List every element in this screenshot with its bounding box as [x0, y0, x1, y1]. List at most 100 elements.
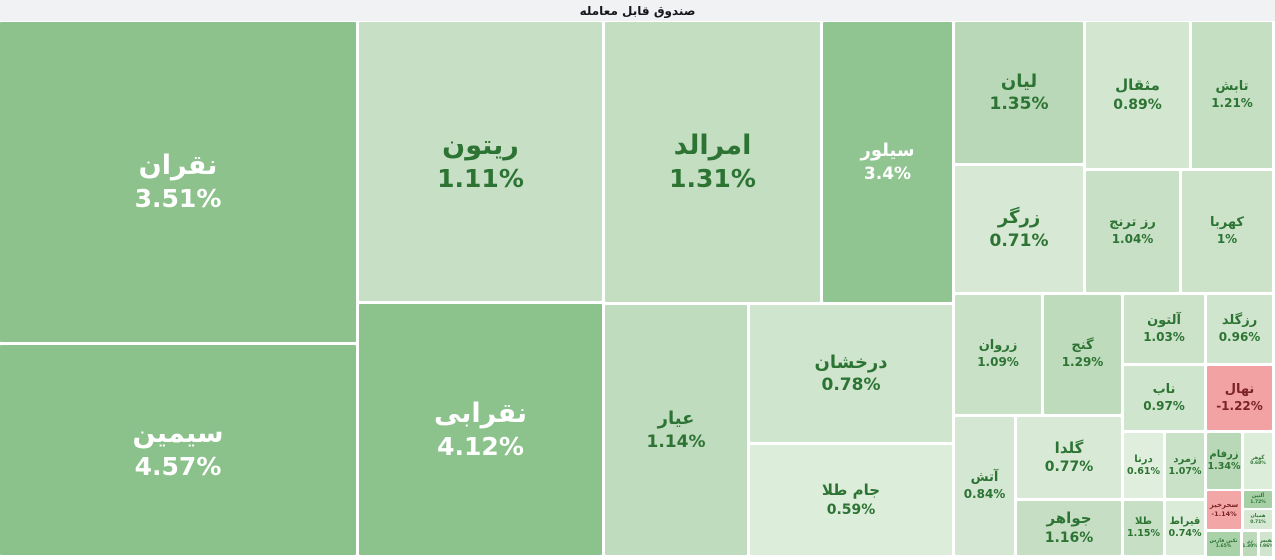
treemap-tile[interactable]: ناب 0.97% [1124, 366, 1204, 430]
fund-name: درنا [1134, 453, 1153, 465]
treemap-tile[interactable]: قیراط 0.74% [1166, 501, 1204, 555]
fund-name: امرالد [673, 130, 752, 162]
treemap-tile[interactable]: آتش 0.84% [955, 417, 1014, 555]
fund-change-percent: 1.07% [1168, 465, 1202, 477]
treemap-tile[interactable]: زمرد 1.07% [1166, 433, 1204, 498]
fund-change-percent: 0.61% [1127, 465, 1160, 477]
fund-name: زروان [978, 338, 1018, 354]
fund-change-percent: 1% [1216, 232, 1238, 247]
treemap-tile[interactable]: مثقال 0.89% [1086, 22, 1189, 168]
treemap-tile[interactable]: زر 1.30% [1243, 532, 1257, 556]
fund-change-percent: 0.84% [963, 486, 1006, 501]
treemap-tile[interactable]: نهال -1.22% [1207, 366, 1272, 430]
fund-change-percent: 0.68% [1250, 461, 1266, 467]
fund-name: زر [1247, 537, 1253, 544]
fund-name: آلتون [1147, 312, 1181, 328]
fund-name: مثقال [1115, 76, 1160, 95]
treemap-tile[interactable]: سیلور 3.4% [823, 22, 952, 302]
fund-change-percent: 3.51% [134, 184, 222, 214]
treemap-tile[interactable]: زرگر 0.71% [955, 166, 1083, 292]
treemap-header: صندوق قابل معامله [0, 0, 1275, 21]
fund-change-percent: 1.34% [1207, 461, 1241, 473]
treemap-tile[interactable]: طلا 1.15% [1124, 501, 1163, 555]
fund-change-percent: 1.14% [646, 431, 706, 452]
fund-name: زمرد [1173, 453, 1197, 465]
fund-name: گلدا [1054, 438, 1084, 457]
fund-name: ریتون [442, 129, 519, 161]
fund-change-percent: 0.97% [1143, 398, 1185, 413]
treemap-tile[interactable]: ریتون 1.11% [359, 22, 602, 301]
fund-name: جواهر [1046, 509, 1092, 528]
fund-change-percent: -1.22% [1216, 398, 1263, 413]
fund-change-percent: 1.65% [1215, 544, 1232, 550]
treemap-tile[interactable]: نقرابی 4.12% [359, 304, 602, 555]
fund-name: ناب [1152, 381, 1176, 397]
fund-name: آتش [970, 469, 999, 485]
fund-name: زرگر [997, 207, 1041, 229]
treemap-tile[interactable]: جام طلا 0.59% [750, 445, 952, 555]
fund-name: آلتین [1251, 493, 1265, 500]
treemap-tile[interactable]: درنا 0.61% [1124, 433, 1163, 498]
treemap-tile[interactable]: امرالد 1.31% [605, 22, 820, 302]
fund-name: کهربا [1210, 215, 1244, 231]
fund-change-percent: 3.4% [863, 163, 912, 184]
treemap-tile[interactable]: لیان 1.35% [955, 22, 1083, 163]
fund-name: همیان [1250, 513, 1266, 520]
fund-name: سیمین [132, 418, 224, 450]
treemap-tile[interactable]: گنج 1.29% [1044, 295, 1121, 414]
fund-name: نقرابی [433, 397, 528, 429]
fund-name: عیار [657, 408, 695, 430]
treemap-tile[interactable]: رز ترنج 1.04% [1086, 171, 1179, 292]
fund-change-percent: 4.12% [437, 431, 524, 461]
fund-name: تابش [1215, 78, 1249, 94]
treemap-tile[interactable]: گلدا 0.77% [1017, 417, 1121, 498]
treemap-tile[interactable]: نقران 3.51% [0, 22, 356, 342]
fund-name: نفیس [1260, 537, 1272, 544]
page-title: صندوق قابل معامله [579, 3, 696, 18]
fund-change-percent: 1.04% [1111, 232, 1154, 247]
treemap-tile[interactable]: تکین فارس 1.65% [1207, 532, 1240, 556]
fund-change-percent: 1.72% [1250, 499, 1266, 505]
treemap-tile[interactable]: درخشان 0.78% [750, 305, 952, 442]
treemap-tile[interactable]: سیمین 4.57% [0, 345, 356, 555]
fund-name: گنج [1071, 338, 1094, 354]
treemap-tile[interactable]: رزگلد 0.96% [1207, 295, 1272, 363]
fund-change-percent: 1.03% [1143, 329, 1185, 344]
fund-change-percent: 0.71% [1250, 519, 1266, 525]
fund-name: لیان [1000, 70, 1038, 92]
fund-name: قیراط [1169, 516, 1201, 528]
fund-change-percent: 1.30% [1243, 544, 1257, 550]
treemap-tile[interactable]: جواهر 1.16% [1017, 501, 1121, 555]
treemap-tile[interactable]: کهربا 1% [1182, 171, 1272, 292]
fund-name: درخشان [814, 351, 888, 373]
fund-name: سحرخیز [1209, 501, 1239, 510]
treemap-tile[interactable]: آلتین 1.72% [1244, 491, 1272, 508]
fund-name: رز ترنج [1109, 215, 1156, 231]
fund-name: جام طلا [821, 481, 881, 500]
treemap-tile[interactable]: همیان 0.71% [1244, 510, 1272, 529]
fund-change-percent: 4.57% [134, 452, 222, 482]
fund-change-percent: 0.89% [1113, 96, 1162, 113]
fund-change-percent: 1.31% [669, 164, 756, 194]
fund-change-percent: 0.96% [1218, 329, 1261, 344]
treemap-tile[interactable]: زرفام 1.34% [1207, 433, 1241, 489]
fund-name: گوهر [1251, 454, 1265, 461]
fund-change-percent: 0.96% [1260, 544, 1272, 550]
treemap-tile[interactable]: گوهر 0.68% [1244, 433, 1272, 489]
fund-change-percent: 1.35% [989, 94, 1049, 115]
fund-name: زرفام [1209, 449, 1239, 461]
treemap-tile[interactable]: عیار 1.14% [605, 305, 747, 555]
fund-name: طلا [1135, 516, 1153, 528]
fund-change-percent: 0.59% [826, 501, 876, 518]
fund-change-percent: 1.29% [1061, 355, 1104, 370]
treemap-tile[interactable]: سحرخیز -1.14% [1207, 491, 1241, 529]
fund-change-percent: 0.78% [821, 375, 881, 396]
treemap-tile[interactable]: زروان 1.09% [955, 295, 1041, 414]
fund-change-percent: 0.77% [1044, 459, 1094, 476]
treemap-tile[interactable]: نفیس0.96% [1260, 532, 1272, 556]
treemap-tile[interactable]: تابش 1.21% [1192, 22, 1272, 168]
treemap-tile[interactable]: آلتون 1.03% [1124, 295, 1204, 363]
fund-change-percent: 1.16% [1044, 529, 1094, 546]
